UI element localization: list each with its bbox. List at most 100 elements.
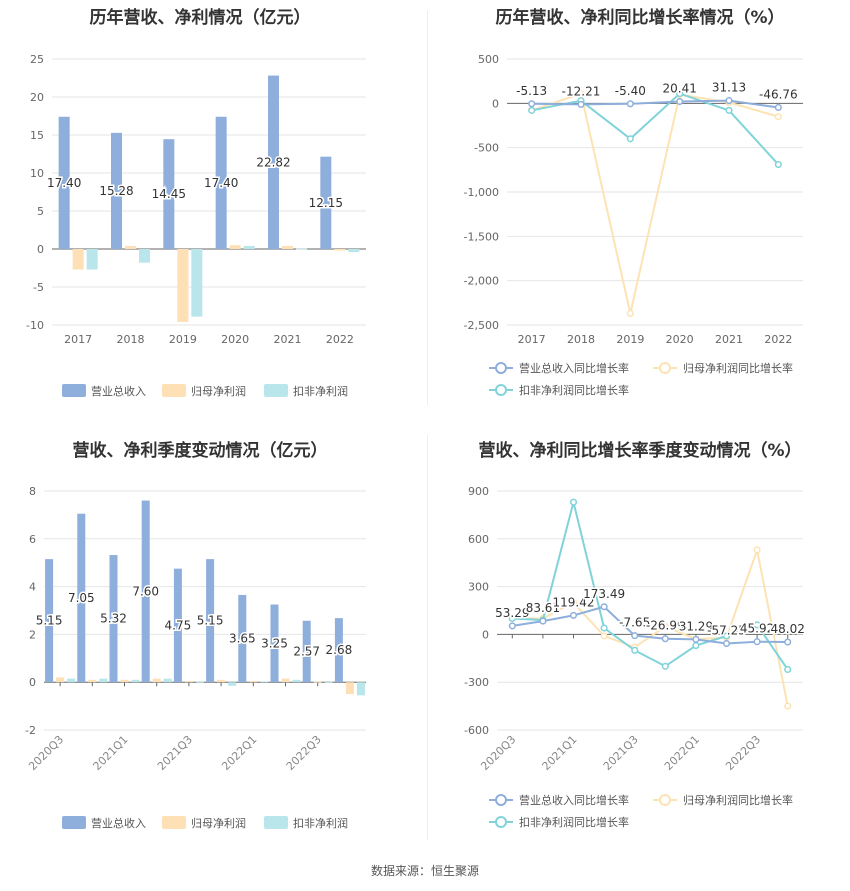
line-data-label: 31.13 — [712, 81, 746, 95]
series-point — [753, 621, 761, 629]
legend-marker — [495, 794, 507, 806]
vertical-divider-top — [427, 10, 428, 405]
series-point — [626, 135, 634, 143]
bar-data-label: 5.15 — [36, 614, 63, 628]
y-tick-label: 2 — [29, 628, 36, 641]
y-tick-label: -500 — [474, 142, 499, 155]
series-point — [508, 622, 516, 630]
series-line — [512, 501, 789, 671]
bar-data-label: 3.65 — [229, 632, 256, 646]
x-tick-label: 2021Q3 — [601, 733, 641, 773]
bar-net-profit — [282, 245, 293, 249]
series-point — [784, 702, 792, 710]
bar-data-label: 2.68 — [326, 643, 353, 657]
series-point — [676, 90, 684, 98]
quarter-line-title: 营收、净利同比增长率季度变动情况（%） — [478, 441, 802, 461]
series-point — [661, 622, 669, 630]
y-tick-label: 0 — [37, 243, 44, 256]
series-point — [661, 662, 669, 670]
bar-revenue — [77, 513, 86, 683]
legend-label: 归母净利润 — [191, 384, 246, 398]
series-point — [631, 646, 639, 654]
bar-deducted-profit — [243, 245, 255, 249]
y-tick-label: 8 — [29, 485, 36, 498]
bar-data-label: 2.57 — [293, 644, 320, 658]
x-tick-label: 2019 — [616, 333, 644, 346]
series-point — [774, 160, 782, 169]
bar-net-profit — [152, 678, 161, 683]
legend-label: 归母净利润 — [191, 816, 246, 830]
bar-deducted-profit — [191, 249, 203, 317]
legend-swatch — [62, 384, 86, 397]
annual-bar-title: 历年营收、净利情况（亿元） — [89, 8, 311, 28]
bar-data-label: 5.32 — [100, 612, 127, 626]
series-point — [600, 624, 608, 632]
legend-swatch — [264, 384, 288, 397]
bar-net-profit — [345, 682, 354, 695]
x-tick-label: 2022 — [326, 333, 354, 346]
y-tick-label: 4 — [29, 581, 36, 594]
legend-label: 归母净利润同比增长率 — [683, 793, 793, 807]
line-data-label: 48.02 — [771, 622, 805, 636]
bar-net-profit — [313, 681, 322, 683]
bar-net-profit — [281, 678, 290, 683]
legend-swatch — [162, 384, 186, 397]
series-point — [626, 100, 634, 108]
legend-swatch — [264, 816, 288, 829]
series-line — [531, 92, 780, 166]
legend: 营业总收入 归母净利润 扣非净利润 — [62, 816, 348, 830]
legend-swatch — [162, 816, 186, 829]
annual_line-chart: 500 0 -500 -1,000 -1,500 -2,000 -2,500 2017 2018… — [464, 53, 803, 397]
y-tick-label: 10 — [30, 167, 44, 180]
y-tick-label: 0 — [492, 97, 499, 110]
series-point — [539, 617, 547, 625]
x-tick-label: 2018 — [567, 333, 595, 346]
series-point — [508, 614, 516, 623]
bar-deducted-profit — [86, 249, 98, 270]
series-point — [753, 638, 761, 646]
series-point — [528, 106, 536, 114]
bar-deducted-profit — [131, 679, 140, 683]
legend-label: 营业总收入 — [91, 384, 146, 398]
bar-net-profit — [177, 249, 189, 322]
bar-net-profit — [229, 245, 241, 249]
bar-deducted-profit — [324, 681, 333, 683]
legend-marker — [495, 816, 507, 828]
x-tick-label: 2021Q3 — [155, 733, 195, 773]
y-tick-label: 0 — [29, 676, 36, 689]
bar-net-profit — [184, 681, 193, 683]
bar-net-profit — [125, 245, 136, 249]
legend-label: 扣非净利润 — [293, 816, 348, 830]
y-tick-label: 0 — [482, 628, 489, 641]
bar-revenue — [268, 75, 279, 250]
x-tick-label: 2021Q1 — [91, 733, 131, 773]
bar-net-profit — [88, 679, 97, 683]
line-data-label: 83.61 — [526, 601, 560, 615]
bar-deducted-profit — [348, 249, 360, 253]
y-tick-label: 900 — [468, 485, 489, 498]
series-point — [774, 113, 782, 121]
legend: 营业总收入 归母净利润 扣非净利润 — [62, 384, 348, 398]
series-point — [722, 639, 731, 648]
series-point — [784, 665, 792, 674]
line-data-label: -26.99 — [646, 619, 685, 633]
x-tick-label: 2017 — [518, 333, 546, 346]
series-point — [631, 632, 639, 640]
line-data-label: -7.65 — [619, 616, 650, 630]
bar-net-profit — [56, 677, 65, 683]
bar-revenue — [163, 139, 175, 249]
bar-revenue — [141, 500, 150, 683]
line-data-label: 119.42 — [553, 595, 595, 609]
line-data-label: -46.76 — [759, 87, 798, 101]
y-tick-label: 500 — [478, 53, 499, 66]
bar-revenue — [215, 116, 227, 249]
x-tick-label: 2019 — [169, 333, 197, 346]
y-tick-label: 5 — [37, 205, 44, 218]
legend-marker — [659, 794, 671, 806]
series-point — [569, 611, 578, 619]
x-tick-label: 2020 — [221, 333, 249, 346]
y-tick-label: 300 — [468, 581, 489, 594]
bar-data-label: 17.40 — [47, 176, 81, 190]
